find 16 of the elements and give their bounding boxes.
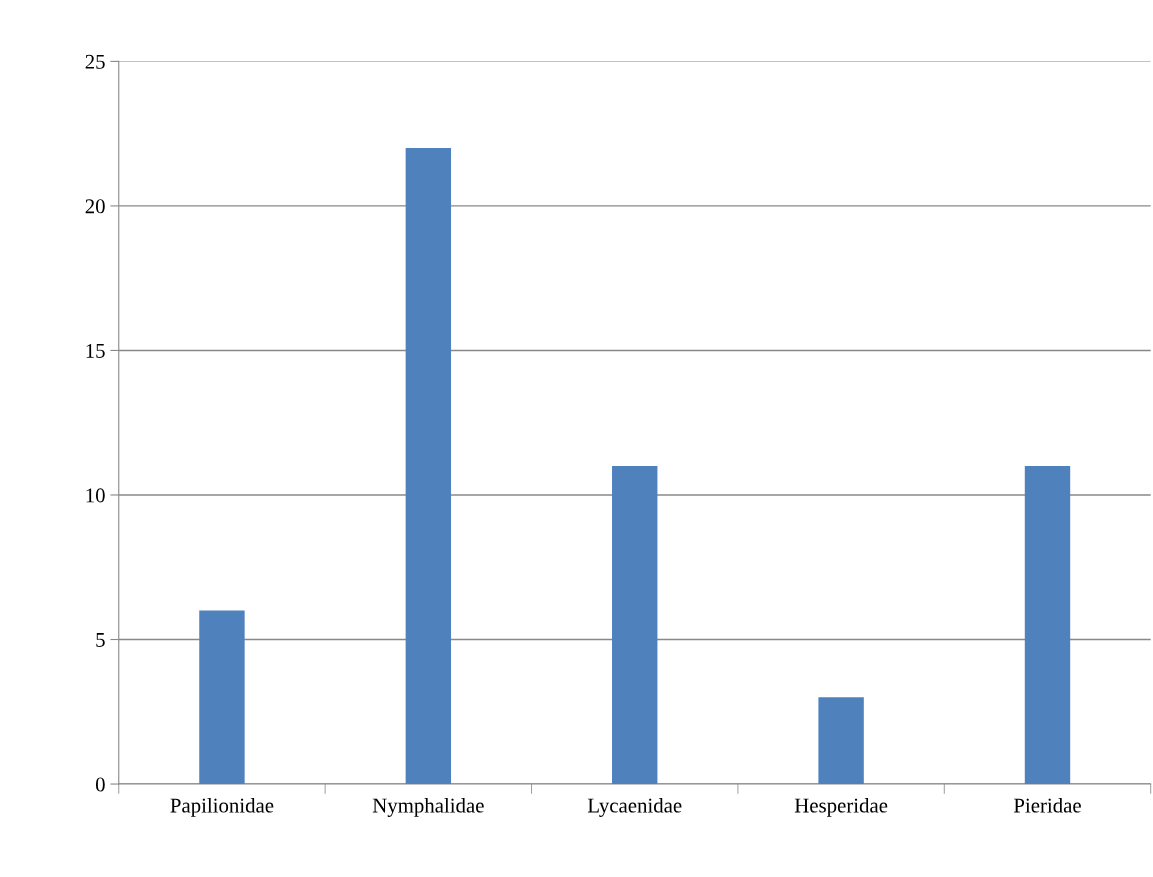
x-tick-label: Lycaenidae	[587, 797, 682, 817]
x-tick-label: Pieridae	[1013, 797, 1081, 813]
bar	[818, 697, 864, 785]
bar	[612, 466, 658, 785]
x-tick-label: Papilionidae	[170, 797, 274, 817]
x-tick-label: Nymphalidae	[372, 797, 484, 817]
y-tick-label: 5	[96, 633, 105, 647]
x-tick-label: Hesperidae	[794, 797, 888, 817]
y-tick-label: 20	[85, 199, 105, 214]
bar	[405, 148, 452, 785]
y-tick-label: 10	[86, 488, 105, 503]
bar	[1024, 466, 1071, 785]
y-tick-label: 25	[85, 54, 105, 69]
bar	[199, 610, 245, 785]
y-tick-label: 15	[86, 343, 105, 358]
y-tick-label: 0	[95, 777, 105, 792]
